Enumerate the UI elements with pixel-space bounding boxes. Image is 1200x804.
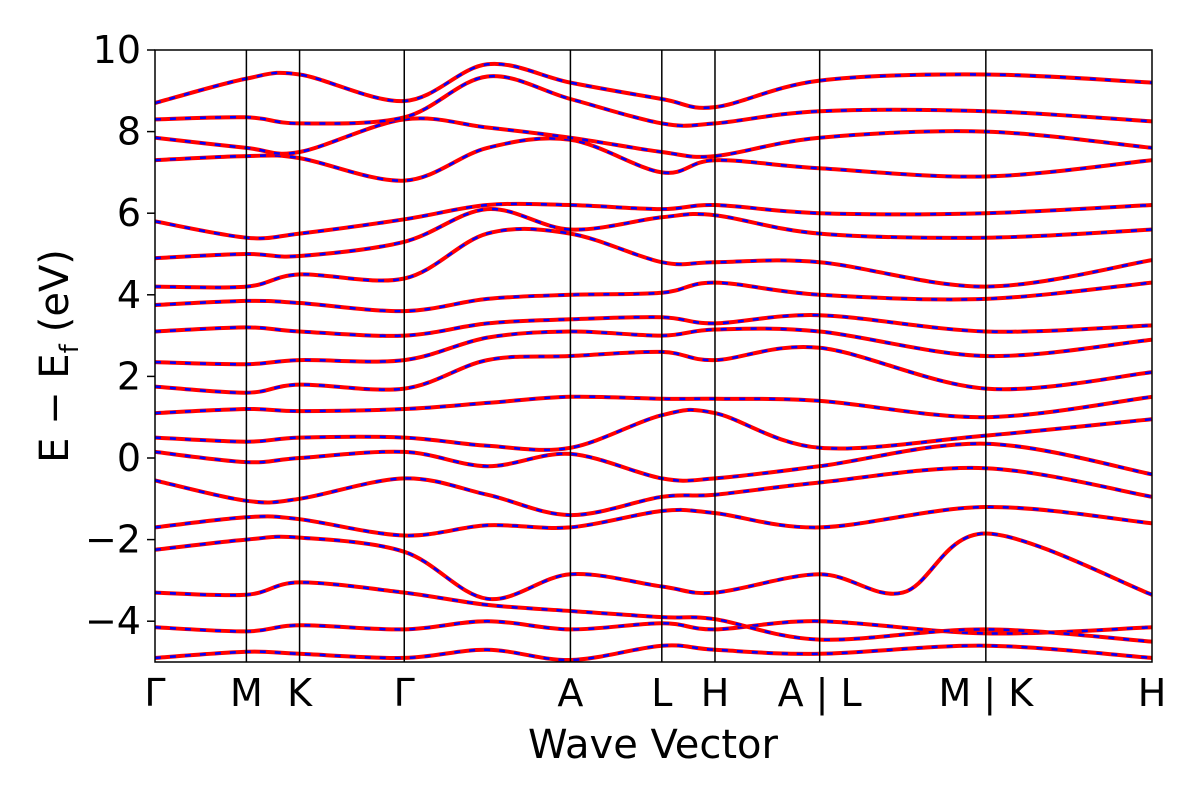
band-line-blue-9	[155, 345, 1152, 394]
y-axis-title-subscript: f	[55, 343, 85, 353]
band-line-blue-7	[155, 408, 1152, 452]
x-tick-label: M	[230, 671, 263, 715]
band-line-blue-11	[155, 313, 1152, 338]
band-line-red-3	[155, 531, 1152, 602]
y-tick-label: 0	[117, 436, 141, 480]
band-line-blue-10	[155, 327, 1152, 366]
band-line-blue-18	[155, 74, 1152, 128]
band-line-red-19	[155, 61, 1152, 110]
band-line-red-5	[155, 465, 1152, 518]
y-tick-label: 10	[93, 28, 141, 72]
x-tick-label: H	[701, 671, 730, 715]
band-line-blue-3	[155, 532, 1152, 601]
x-tick-label: L	[651, 671, 672, 715]
y-tick-label: 6	[117, 191, 141, 235]
band-line-blue-2	[155, 581, 1152, 643]
band-line-red-9	[155, 345, 1152, 395]
y-tick-label: −2	[85, 518, 141, 562]
band-line-blue-0	[155, 644, 1152, 662]
band-line-red-10	[155, 326, 1152, 367]
y-tick-label: −4	[85, 599, 141, 643]
y-tick-label: 4	[117, 273, 141, 317]
band-line-red-18	[155, 74, 1152, 128]
x-tick-label: A	[557, 671, 583, 715]
band-line-red-17	[155, 116, 1152, 159]
y-axis-title: E − Ef (eV)	[32, 249, 85, 463]
band-line-blue-8	[155, 395, 1152, 419]
x-tick-label: Γ	[144, 671, 165, 715]
x-tick-label: A | L	[778, 671, 862, 716]
x-tick-label: K	[287, 671, 313, 715]
x-tick-label: Γ	[394, 671, 415, 715]
band-line-blue-19	[155, 62, 1152, 110]
k-point-lines	[245, 50, 987, 662]
bands-layer	[155, 61, 1152, 662]
x-tick-label: M | K	[938, 671, 1034, 716]
band-line-red-4	[155, 504, 1152, 538]
y-tick-label: 8	[117, 110, 141, 154]
band-line-blue-15	[155, 202, 1152, 240]
band-line-blue-16	[155, 137, 1152, 182]
band-line-red-6	[155, 441, 1152, 483]
y-axis-ticks: 10 8 6 4 2 0 −2 −4	[85, 28, 155, 643]
band-line-red-0	[155, 643, 1152, 662]
plot-frame	[154, 49, 1153, 663]
y-axis-title-main: E − E	[32, 353, 78, 463]
y-axis-title-unit: (eV)	[32, 249, 78, 332]
band-line-blue-14	[155, 207, 1152, 260]
y-tick-label: 2	[117, 354, 141, 398]
band-line-blue-4	[155, 505, 1152, 537]
x-tick-label: H	[1138, 671, 1167, 715]
band-line-blue-1	[155, 619, 1152, 635]
band-line-blue-12	[155, 281, 1152, 313]
x-axis-title: Wave Vector	[528, 722, 779, 768]
